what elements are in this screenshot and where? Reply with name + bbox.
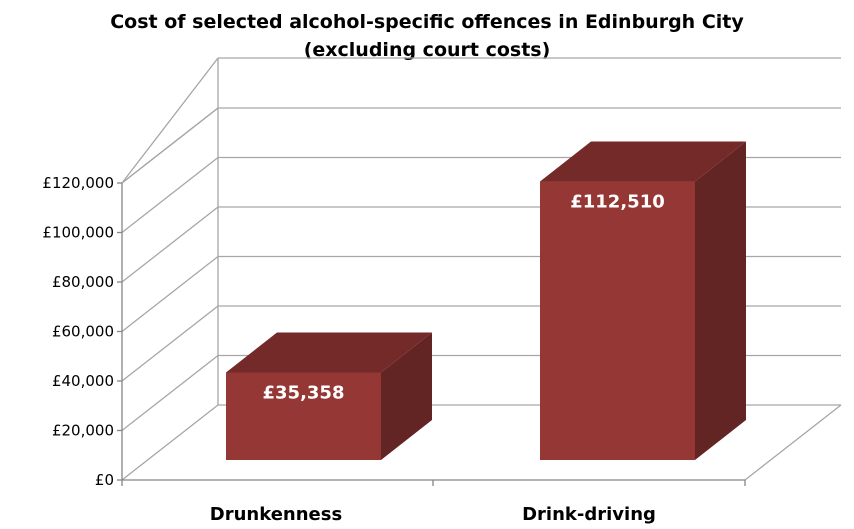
gridline-depth [121,107,219,184]
chart-title: Cost of selected alcohol-specific offenc… [0,8,854,64]
y-tick-label: £120,000 [42,174,114,192]
bar-side-face [695,141,746,460]
x-category-label: Drink-driving [522,504,656,525]
bar-top-face [540,141,746,182]
data-label: £112,510 [570,192,665,213]
bar [226,372,381,460]
gridline-depth [121,354,219,432]
data-label: £35,358 [263,382,345,403]
y-tick-label: £0 [95,471,114,489]
y-tick-label: £40,000 [52,372,114,390]
bar-top-face [226,332,432,373]
gridline-depth-top [121,57,219,184]
chart-title-line-2: (excluding court costs) [303,39,551,61]
gridline-depth [121,255,219,333]
bar [540,181,695,460]
floor-right-edge [744,404,842,481]
y-tick-label: £100,000 [42,224,114,242]
y-tick-label: £20,000 [52,422,114,440]
y-tick-label: £80,000 [52,273,114,291]
chart-title-line-1: Cost of selected alcohol-specific offenc… [110,11,744,33]
y-tick-label: £60,000 [52,323,114,341]
gridline-depth [121,305,219,382]
gridline-depth [121,206,219,283]
gridline-depth [121,404,219,481]
bar-side-face [381,332,432,460]
x-category-label: Drunkenness [210,504,342,525]
gridline-depth [121,156,219,234]
